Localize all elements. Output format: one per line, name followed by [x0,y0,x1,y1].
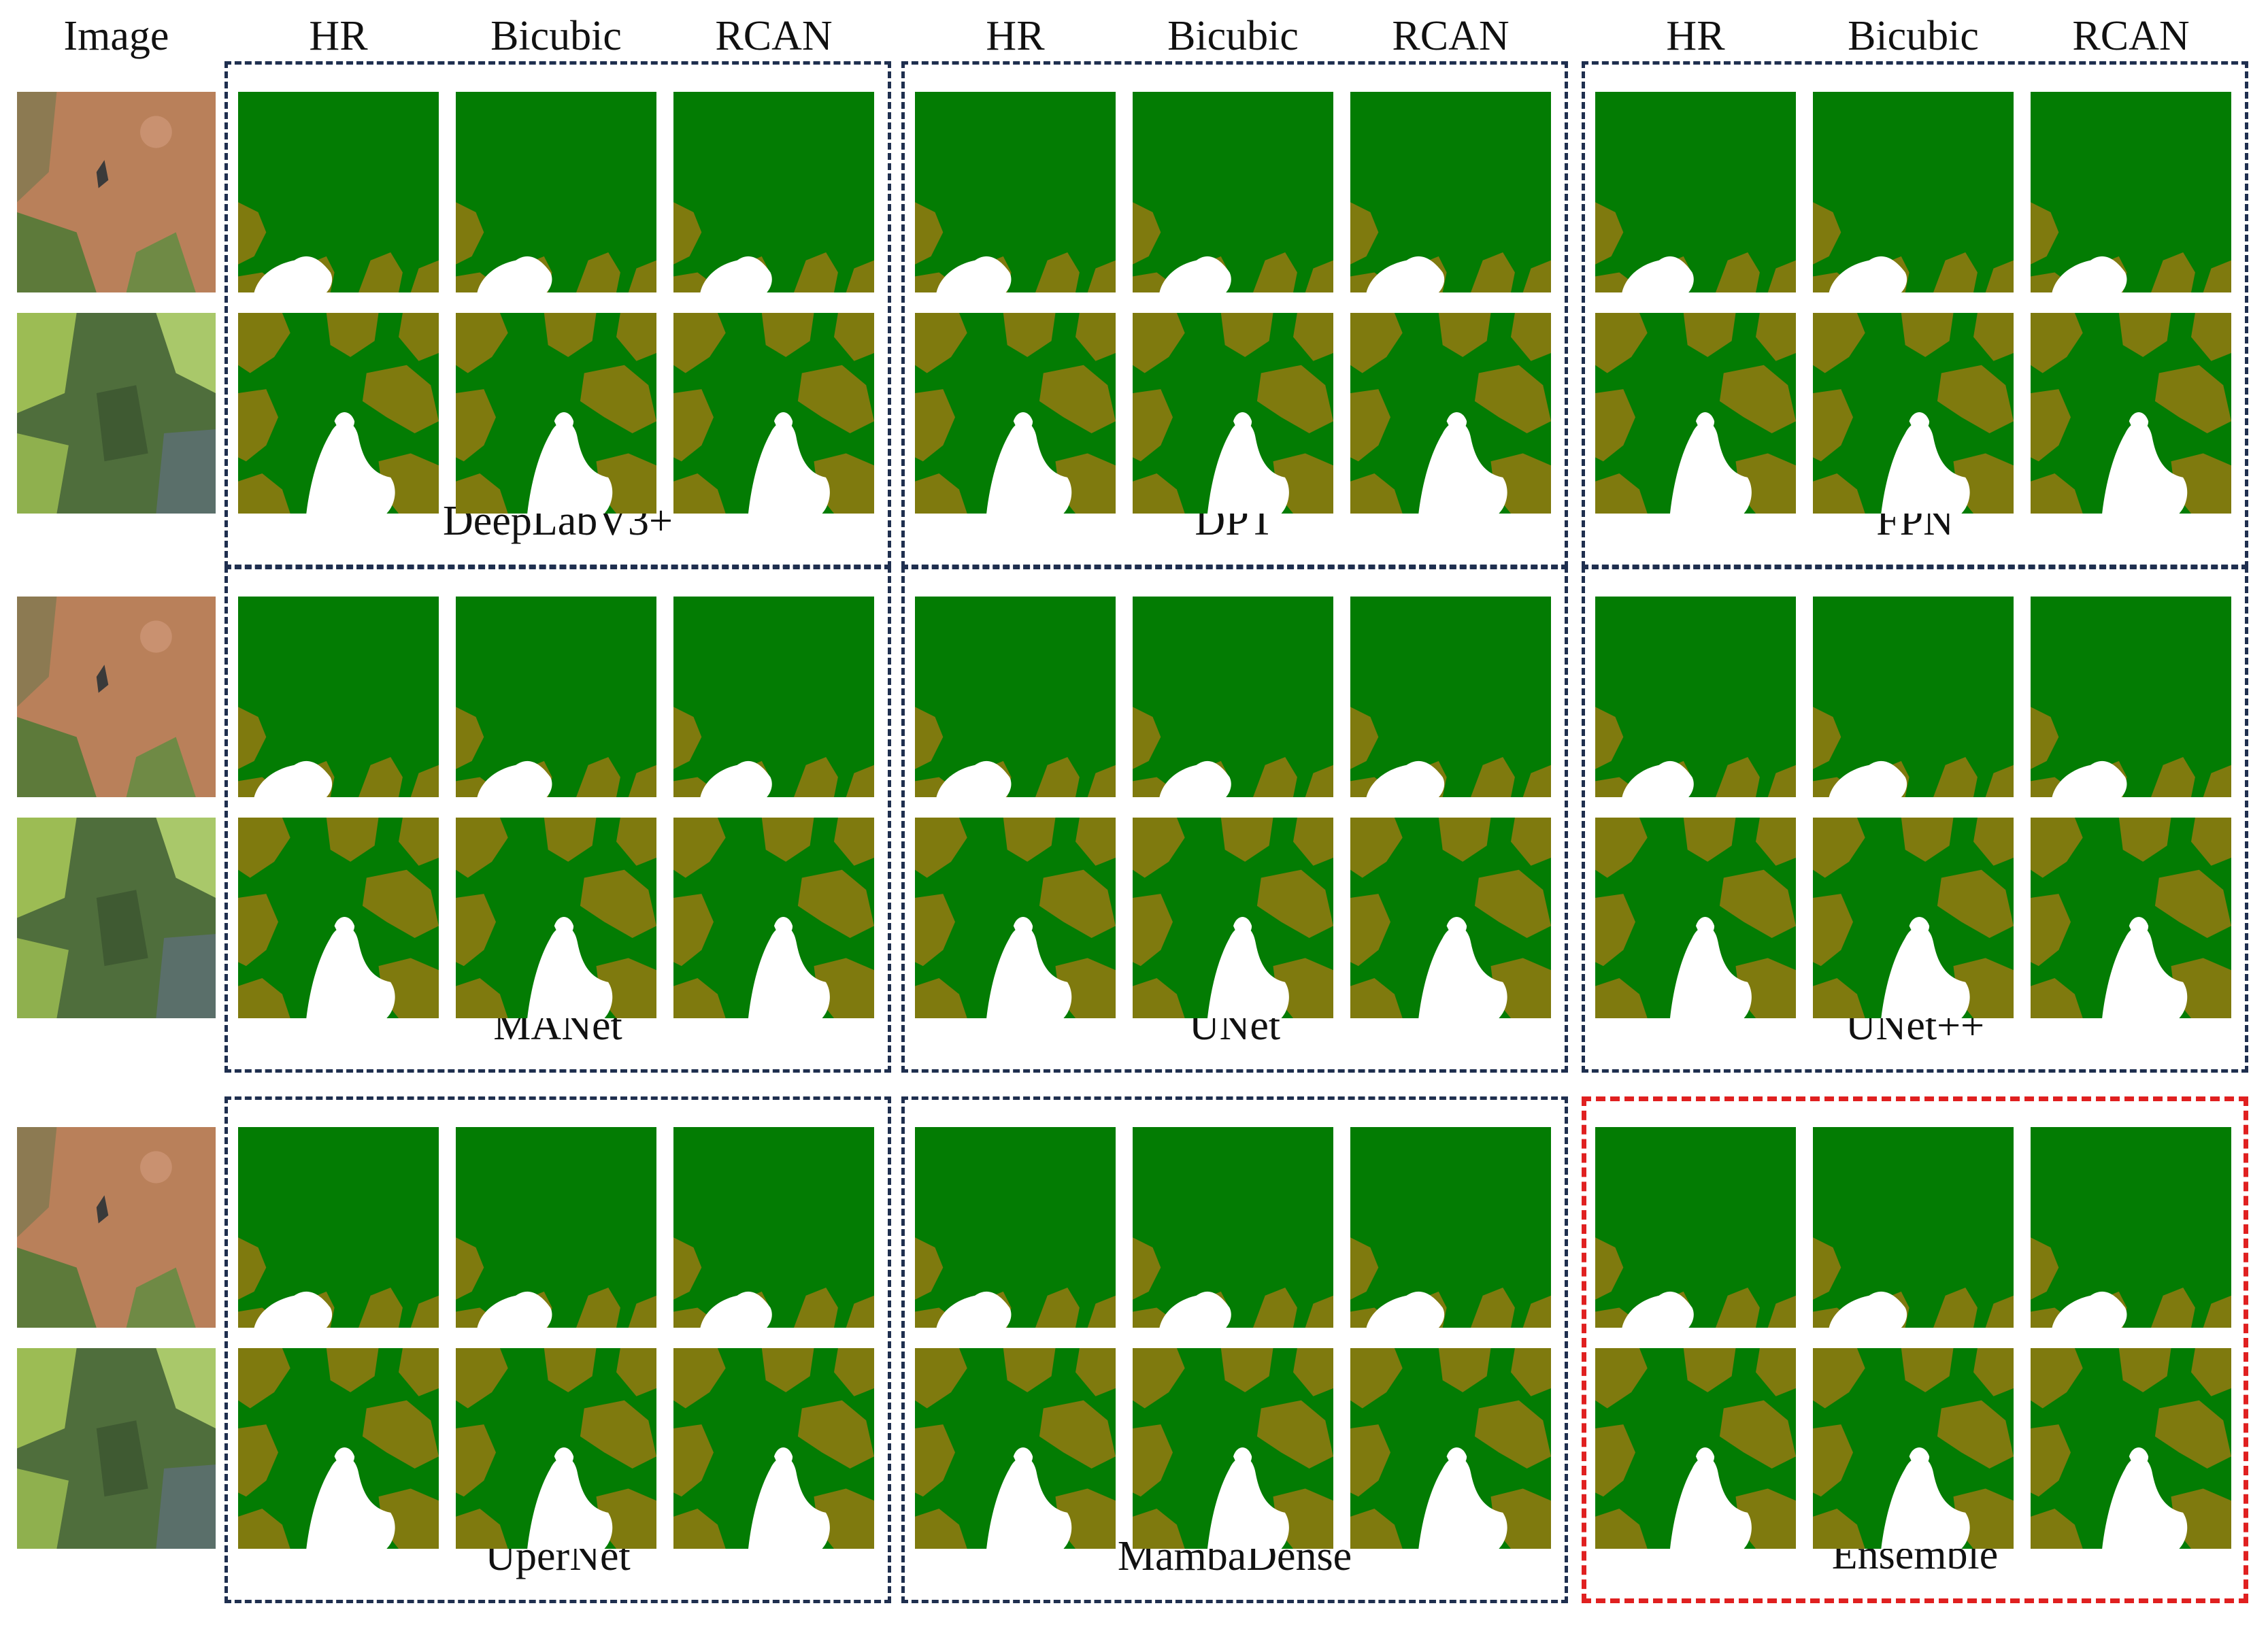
column-label-bicubic: Bicubic [1848,13,1979,59]
segmentation-mask [456,1127,656,1328]
segmentation-mask [1350,313,1551,514]
segmentation-mask [1133,818,1333,1018]
segmentation-mask [1813,313,2014,514]
segmentation-mask [456,818,656,1018]
input-photo [17,1348,216,1549]
segmentation-mask [456,597,656,797]
segmentation-mask [2031,313,2231,514]
input-photo [17,92,216,292]
segmentation-mask [1595,1127,1796,1328]
segmentation-mask [915,597,1116,797]
segmentation-mask [238,818,439,1018]
segmentation-mask [1813,818,2014,1018]
segmentation-mask [456,1348,656,1549]
segmentation-mask [1595,818,1796,1018]
segmentation-mask [673,818,874,1018]
segmentation-mask [915,1127,1116,1328]
segmentation-mask [1595,1348,1796,1549]
column-label-hr: HR [986,13,1045,59]
segmentation-mask [2031,818,2231,1018]
column-label-rcan: RCAN [715,13,833,59]
segmentation-mask [1350,818,1551,1018]
segmentation-mask [1133,597,1333,797]
segmentation-mask [1133,1127,1333,1328]
segmentation-mask [1350,92,1551,292]
segmentation-mask [1350,597,1551,797]
segmentation-mask [673,313,874,514]
segmentation-mask [1813,1127,2014,1328]
segmentation-mask [456,92,656,292]
segmentation-mask [2031,92,2231,292]
segmentation-mask [673,597,874,797]
segmentation-mask [238,1127,439,1328]
segmentation-mask [238,92,439,292]
segmentation-mask [238,1348,439,1549]
segmentation-mask [1595,313,1796,514]
column-label-hr: HR [1666,13,1725,59]
segmentation-mask [1350,1127,1551,1328]
segmentation-mask [1813,597,2014,797]
input-photo [17,597,216,797]
segmentation-mask [915,1348,1116,1549]
segmentation-mask [1133,313,1333,514]
column-label-rcan: RCAN [2072,13,2190,59]
segmentation-mask [673,1348,874,1549]
segmentation-mask [2031,597,2231,797]
segmentation-mask [1595,597,1796,797]
segmentation-mask [1133,92,1333,292]
image-column-label: Image [63,13,169,59]
segmentation-mask [1813,92,2014,292]
segmentation-mask [456,313,656,514]
segmentation-mask [1133,1348,1333,1549]
column-label-bicubic: Bicubic [1167,13,1299,59]
input-photo [17,313,216,514]
segmentation-mask [1813,1348,2014,1549]
segmentation-mask [238,597,439,797]
segmentation-mask [238,313,439,514]
segmentation-mask [673,92,874,292]
column-label-hr: HR [309,13,368,59]
input-photo [17,1127,216,1328]
segmentation-mask [915,818,1116,1018]
segmentation-mask [673,1127,874,1328]
input-photo [17,818,216,1018]
column-label-rcan: RCAN [1392,13,1510,59]
segmentation-mask [915,313,1116,514]
segmentation-mask [1595,92,1796,292]
segmentation-mask [2031,1127,2231,1328]
column-label-bicubic: Bicubic [490,13,622,59]
segmentation-mask [1350,1348,1551,1549]
segmentation-mask [915,92,1116,292]
segmentation-mask [2031,1348,2231,1549]
